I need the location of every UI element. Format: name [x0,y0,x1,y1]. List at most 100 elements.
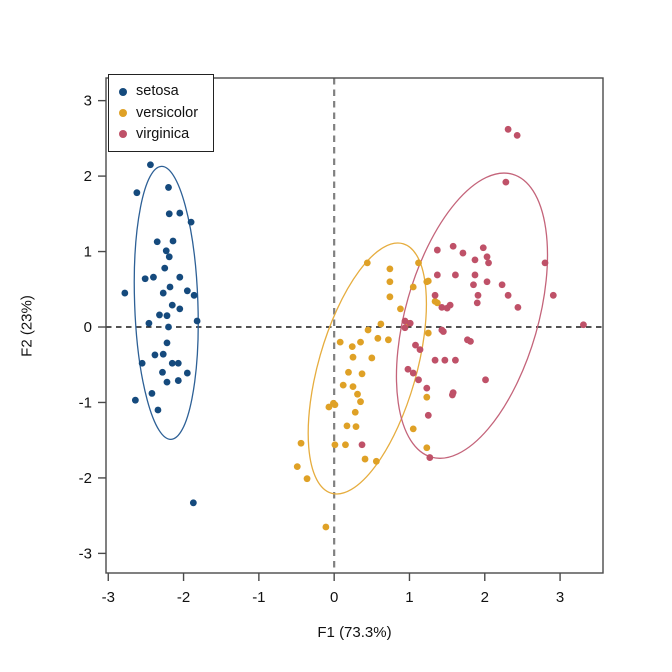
data-point-virginica [412,341,419,349]
confidence-ellipse-setosa [133,165,199,441]
data-point-virginica [452,271,459,279]
legend-label-versicolor: versicolor [136,104,199,121]
x-tick-label: 2 [481,589,489,606]
data-point-versicolor [349,353,357,361]
data-point-virginica [409,369,417,377]
y-axis-title: F2 (23%) [18,295,36,357]
data-point-setosa [174,377,182,384]
data-point-setosa [168,301,176,309]
data-point-versicolor [374,334,382,342]
legend-item-setosa: setosa [119,84,213,99]
data-point-virginica [514,303,522,311]
data-point-versicolor [386,278,394,286]
data-point-versicolor [364,326,372,334]
x-axis-title: F1 (73.3%) [317,624,392,641]
data-point-setosa [151,351,159,359]
y-tick-label: -2 [79,470,92,487]
data-point-versicolor [409,283,417,291]
data-point-virginica [443,304,451,312]
data-point-virginica [464,336,471,344]
data-point-virginica [502,178,510,186]
x-tick-label: 3 [556,589,564,606]
plot-box [105,77,604,574]
data-point-versicolor [368,354,376,362]
data-point-versicolor [384,336,392,344]
data-point-setosa [159,368,166,376]
data-point-virginica [471,271,479,279]
data-point-setosa [163,339,171,347]
data-point-versicolor [349,383,357,391]
data-point-virginica [426,454,434,461]
data-point-setosa [133,189,141,197]
data-point-virginica [483,253,491,261]
data-point-virginica [473,299,481,307]
data-point-virginica [433,246,441,254]
data-point-setosa [187,218,195,226]
data-point-virginica [474,291,482,299]
data-point-virginica [401,317,409,325]
y-tick-label: 2 [84,168,92,185]
data-point-setosa [165,323,172,331]
data-point-versicolor [345,368,352,376]
data-point-versicolor [357,398,364,406]
data-point-setosa [183,369,191,377]
data-point-versicolor [293,463,301,471]
data-point-virginica [504,125,512,133]
data-point-versicolor [331,401,339,409]
data-point-setosa [165,210,173,218]
data-point-versicolor [377,320,385,328]
data-point-versicolor [386,265,394,273]
data-point-setosa [163,378,171,386]
data-point-setosa [147,161,154,169]
data-point-virginica [471,256,479,264]
data-point-versicolor [357,338,364,346]
y-tick-label: 1 [84,244,92,261]
data-point-versicolor [348,343,356,351]
data-point-versicolor [325,403,333,411]
data-point-virginica [401,324,409,332]
data-point-versicolor [354,390,361,398]
data-point-versicolor [363,259,371,267]
x-tick-label: 0 [330,589,338,606]
data-point-virginica [483,278,491,286]
data-point-virginica [423,384,431,392]
data-point-virginica [431,356,439,364]
data-point-virginica [470,281,477,289]
data-point-virginica [459,249,467,257]
data-point-setosa [131,396,139,404]
data-point-setosa [162,247,170,255]
data-point-setosa [153,238,161,246]
data-point-setosa [166,283,174,291]
data-point-setosa [165,253,173,261]
data-point-versicolor [322,523,330,531]
data-point-versicolor [358,370,366,378]
data-point-versicolor [342,441,349,449]
data-point-virginica [438,303,446,311]
data-point-virginica [449,242,457,250]
data-point-virginica [482,376,489,384]
data-point-versicolor [351,408,359,416]
data-point-versicolor [424,329,432,337]
data-point-virginica [580,321,587,329]
data-point-versicolor [303,475,311,483]
x-tick-label: -1 [252,589,265,606]
data-point-virginica [448,391,456,399]
data-point-setosa [176,209,184,217]
data-point-virginica [431,291,439,299]
legend-item-versicolor: versicolor [119,106,213,121]
y-tick-label: -1 [79,394,92,411]
y-tick-label: 3 [84,93,92,110]
data-point-setosa [183,287,191,295]
data-point-versicolor [339,381,347,389]
data-point-setosa [156,311,163,319]
data-point-virginica [452,356,459,364]
data-point-setosa [145,319,153,327]
data-point-setosa [169,237,177,245]
data-point-setosa [159,289,167,297]
legend: setosa versicolor virginica [108,74,214,152]
data-point-versicolor [409,425,417,433]
data-point-setosa [165,184,172,191]
data-point-versicolor [361,455,369,463]
data-point-virginica [404,365,412,373]
